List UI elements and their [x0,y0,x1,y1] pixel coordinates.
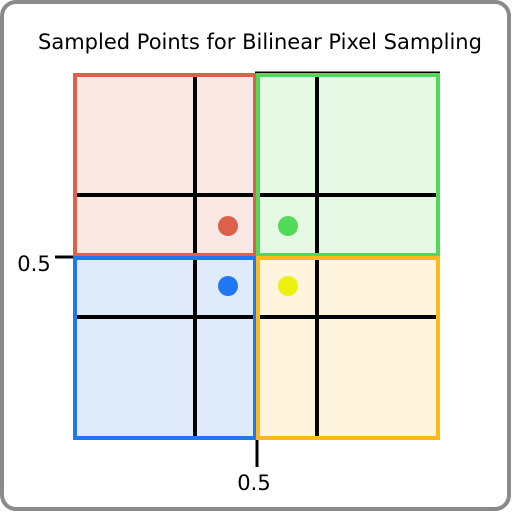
cell-bottom-left-border [73,256,257,440]
diagram-title: Sampled Points for Bilinear Pixel Sampli… [38,30,482,54]
sample-point-blue [218,276,238,296]
cell-top-right-border [256,73,440,257]
sample-point-yellow [278,276,298,296]
sample-point-green [278,216,298,236]
axis-label-left: 0.5 [17,252,50,276]
sample-point-red [218,216,238,236]
cell-top-left-border [73,73,257,257]
cell-bottom-right-border [256,256,440,440]
axis-label-bottom: 0.5 [237,471,270,495]
